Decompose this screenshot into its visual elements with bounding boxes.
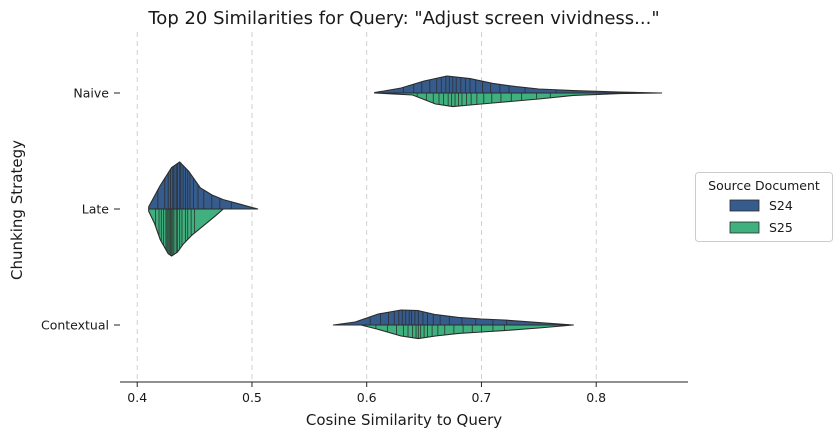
legend-title: Source Document [708, 178, 820, 193]
y-axis-ticks: Naive Late Contextual [41, 86, 120, 333]
y-axis-label: Chunking Strategy [8, 140, 26, 280]
legend-swatch-s24 [729, 199, 760, 212]
chart-title: Top 20 Similarities for Query: "Adjust s… [147, 8, 659, 29]
legend-swatch-s25 [729, 221, 760, 234]
x-tick-label: 0.5 [242, 390, 262, 405]
x-tick-label: 0.6 [357, 390, 377, 405]
x-tick-label: 0.7 [472, 390, 492, 405]
y-tick-label: Contextual [41, 318, 109, 333]
x-tick-label: 0.8 [586, 390, 606, 405]
violin-s24-naive [374, 75, 663, 94]
violin-s24-contextual [332, 309, 574, 326]
violin-plot-area [148, 75, 663, 340]
legend: Source Document S24 S25 [695, 172, 833, 242]
x-axis-ticks: 0.4 0.5 0.6 0.7 0.8 [127, 382, 606, 405]
x-axis-label: Cosine Similarity to Query [306, 411, 502, 429]
y-tick-label: Naive [73, 86, 109, 101]
violin-s25-naive [374, 92, 663, 108]
x-tick-label: 0.4 [127, 390, 147, 405]
y-tick-label: Late [82, 202, 110, 217]
legend-label-s25: S25 [769, 220, 793, 235]
violin-s25-late [148, 208, 224, 257]
violin-s25-contextual [360, 324, 574, 340]
legend-label-s24: S24 [769, 198, 793, 213]
